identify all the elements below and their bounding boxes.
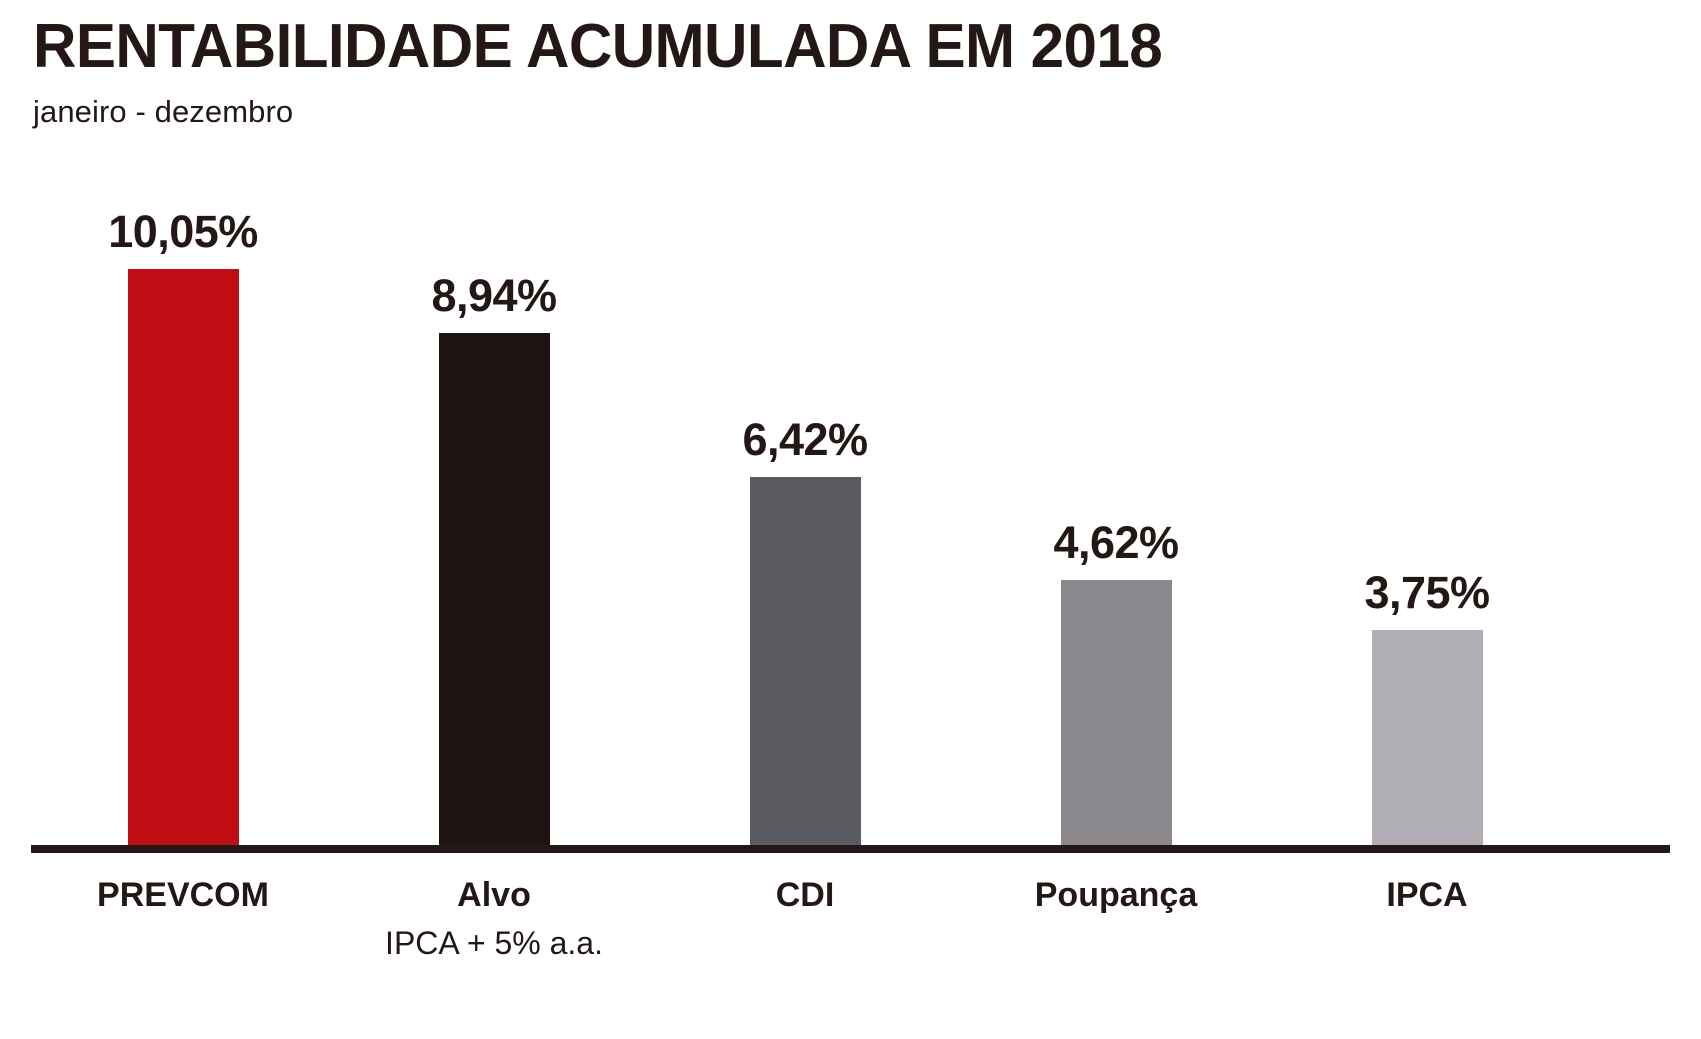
category-label-cdi: CDI — [775, 876, 835, 914]
category-label-alvo: Alvo — [457, 876, 531, 914]
bar-value-label: 6,42% — [742, 414, 868, 465]
bar-value-label: 4,62% — [1053, 517, 1179, 568]
bar-value-label: 8,94% — [431, 270, 557, 321]
category-label-ipca: IPCA — [1386, 876, 1468, 914]
bar-ipca — [1371, 630, 1483, 845]
bar-poupan-a — [1060, 580, 1172, 845]
bar-cdi — [749, 477, 861, 845]
bar-value-label: 3,75% — [1364, 567, 1490, 618]
category-sublabel-alvo: IPCA + 5% a.a. — [385, 925, 603, 961]
page-title: RENTABILIDADE ACUMULADA EM 2018 — [33, 12, 1163, 81]
chart-header: RENTABILIDADE ACUMULADA EM 2018 janeiro … — [33, 16, 1653, 130]
bar-value-label: 10,05% — [108, 206, 258, 257]
category-label-prevcom: PREVCOM — [97, 876, 269, 914]
category-label-poupan-a: Poupança — [1034, 876, 1198, 914]
bar-prevcom — [127, 269, 239, 845]
chart-subtitle: janeiro - dezembro — [33, 94, 294, 129]
bar-alvo — [438, 333, 550, 845]
axis-baseline — [31, 845, 1670, 853]
